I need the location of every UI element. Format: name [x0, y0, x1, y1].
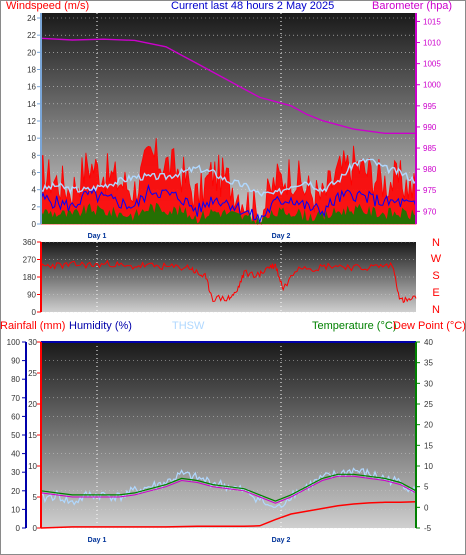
- temperature-tick-label: 40: [424, 338, 433, 347]
- compass-letter: S: [432, 270, 439, 282]
- windspeed-tick-label: 20: [27, 48, 36, 57]
- humidity-tick-label: 20: [11, 487, 20, 496]
- direction-tick-label: 270: [23, 256, 37, 265]
- rainfall-tick-label: 25: [28, 369, 37, 378]
- barometer-tick-label: 1010: [423, 39, 441, 48]
- compass-letter: N: [432, 304, 440, 316]
- temperature-tick-label: -5: [424, 524, 432, 533]
- humidity-tick-label: 60: [11, 412, 20, 421]
- direction-tick-label: 90: [27, 291, 36, 300]
- temperature-tick-label: 20: [424, 421, 433, 430]
- dewpoint-series: [40, 475, 417, 504]
- humidity-axis-title: Humidity (%): [69, 320, 132, 332]
- humidity-tick-label: 50: [11, 431, 20, 440]
- rainfall-series: [40, 501, 417, 529]
- overlay-line: [40, 158, 417, 197]
- windspeed-tick-label: 2: [32, 203, 37, 212]
- barometer-tick-label: 985: [423, 144, 437, 153]
- wind-low-area: [41, 202, 416, 224]
- windspeed-tick-label: 14: [27, 100, 36, 109]
- humidity-tick-label: 80: [11, 375, 20, 384]
- day-label: Day 1: [88, 537, 107, 544]
- windspeed-tick-label: 16: [27, 83, 36, 92]
- temperature-tick-label: 35: [424, 359, 433, 368]
- temperature-tick-label: 15: [424, 441, 433, 450]
- barometer-tick-label: 1005: [423, 60, 441, 69]
- windspeed-axis-title: Windspeed (m/s): [6, 0, 90, 12]
- humidity-tick-label: 10: [11, 505, 20, 514]
- direction-tick-label: 0: [32, 308, 37, 317]
- barometer-tick-label: 1000: [423, 81, 441, 90]
- humidity-tick-label: 70: [11, 394, 20, 403]
- thsw-series: [40, 467, 417, 509]
- humidity-tick-label: 100: [7, 338, 21, 347]
- dewpoint-axis-title: Dew Point (°C): [393, 320, 466, 332]
- day-label: Day 2: [272, 233, 291, 240]
- direction-tick-label: 180: [23, 273, 37, 282]
- windspeed-tick-label: 10: [27, 134, 36, 143]
- rainfall-tick-label: 30: [28, 338, 37, 347]
- wind-average-line: [40, 183, 417, 224]
- barometer-axis-title: Barometer (hpa): [372, 0, 453, 12]
- windspeed-tick-label: 18: [27, 66, 36, 75]
- windspeed-tick-label: 6: [32, 169, 37, 178]
- compass-letter: W: [431, 253, 442, 265]
- windspeed-tick-label: 24: [27, 14, 36, 23]
- windspeed-tick-label: 22: [27, 31, 36, 40]
- rainfall-axis-title: Rainfall (mm): [0, 320, 66, 332]
- wind-direction-series: [40, 259, 417, 304]
- humidity-tick-label: 0: [16, 524, 21, 533]
- temperature-tick-label: 30: [424, 379, 433, 388]
- temperature-axis-title: Temperature (°C): [312, 320, 397, 332]
- rainfall-tick-label: 15: [28, 431, 37, 440]
- barometer-tick-label: 995: [423, 102, 437, 111]
- compass-letter: N: [432, 237, 440, 249]
- direction-tick-label: 360: [23, 238, 37, 247]
- thsw-legend-label: THSW: [172, 320, 205, 332]
- temperature-series: [40, 473, 417, 502]
- day-label: Day 1: [88, 233, 107, 240]
- barometer-tick-label: 970: [423, 207, 437, 216]
- temperature-tick-label: 0: [424, 503, 429, 512]
- compass-letter: E: [432, 287, 439, 299]
- chart-title: Current last 48 hours 2 May 2025: [171, 0, 335, 12]
- windspeed-tick-label: 0: [32, 220, 37, 229]
- temperature-tick-label: 10: [424, 462, 433, 471]
- barometer-tick-label: 1015: [423, 17, 441, 26]
- day-label: Day 2: [272, 537, 291, 544]
- barometer-tick-label: 975: [423, 186, 437, 195]
- rainfall-tick-label: 5: [33, 493, 38, 502]
- windspeed-tick-label: 12: [27, 117, 36, 126]
- temperature-tick-label: 5: [424, 483, 429, 492]
- humidity-tick-label: 90: [11, 357, 20, 366]
- rainfall-tick-label: 0: [33, 524, 38, 533]
- windspeed-tick-label: 4: [32, 186, 37, 195]
- humidity-tick-label: 30: [11, 468, 20, 477]
- temperature-tick-label: 25: [424, 400, 433, 409]
- barometer-series: [40, 37, 416, 134]
- barometer-tick-label: 990: [423, 123, 437, 132]
- humidity-tick-label: 40: [11, 450, 20, 459]
- barometer-tick-label: 980: [423, 165, 437, 174]
- rainfall-tick-label: 10: [28, 462, 37, 471]
- windspeed-tick-label: 8: [32, 151, 37, 160]
- rainfall-tick-label: 20: [28, 400, 37, 409]
